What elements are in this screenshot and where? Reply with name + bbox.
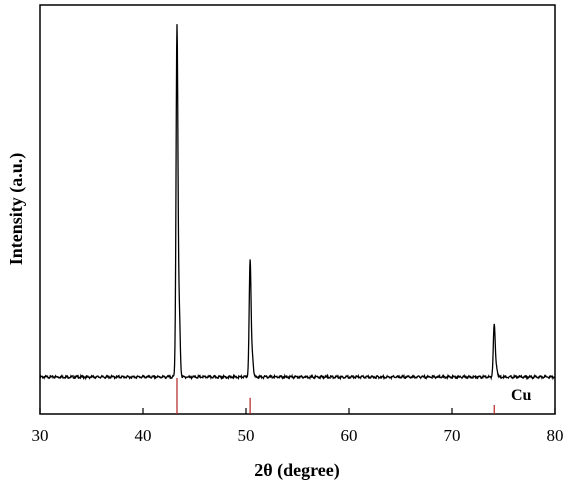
xrd-pattern-line: [39, 24, 556, 381]
x-ticks: [39, 408, 556, 414]
x-tick-label: 80: [547, 426, 564, 445]
x-tick-labels: 30 40 50 60 70 80: [32, 426, 564, 445]
y-axis-label: Intensity (a.u.): [6, 153, 27, 266]
reference-label: Cu: [511, 387, 532, 404]
reference-pattern: [176, 378, 495, 414]
x-tick-label: 70: [444, 426, 461, 445]
x-tick-label: 40: [135, 426, 152, 445]
x-tick-label: 50: [238, 426, 255, 445]
x-tick-label: 60: [341, 426, 358, 445]
plot-frame: [39, 4, 556, 415]
x-tick-label: 30: [32, 426, 49, 445]
x-axis-label: 2θ (degree): [254, 460, 340, 481]
